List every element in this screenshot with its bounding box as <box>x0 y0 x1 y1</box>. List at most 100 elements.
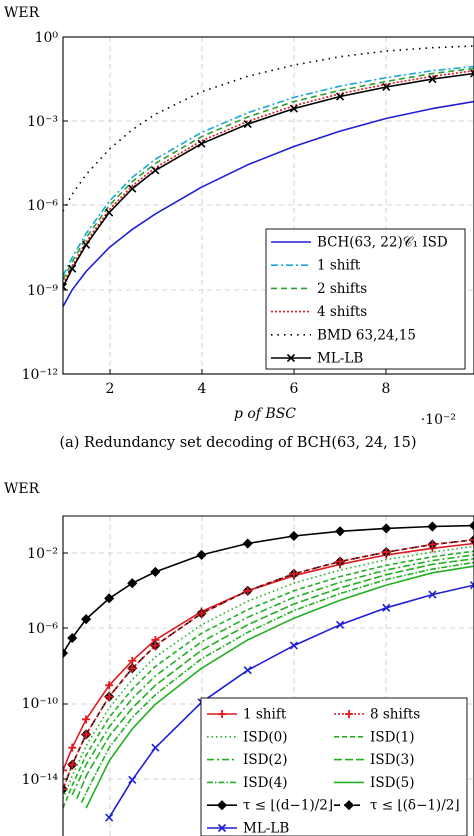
chart-b-legend-entry-8: ISD(4) <box>207 775 288 791</box>
chart-b-legend-entry-7: ISD(3) <box>334 752 415 768</box>
chart-b-legend-entry-5: ISD(1) <box>334 729 415 745</box>
chart-b-legend-label-6: ISD(2) <box>243 752 288 768</box>
chart-b-legend-entry-10: ML-LB <box>207 821 289 836</box>
chart-a-legend-label-2: 2 shifts <box>317 281 367 297</box>
chart-b-series-0-point-11 <box>427 521 438 532</box>
chart-b-series-3-point-7 <box>243 586 252 595</box>
chart-a-xlabel: p of BSC <box>234 406 296 422</box>
chart-b-series-3-point-6 <box>197 609 206 618</box>
chart-b-plot-frame <box>62 515 474 836</box>
chart-b-series-3-point-1 <box>68 760 77 769</box>
chart-b-series-0-point-9 <box>335 526 346 537</box>
chart-a-series-5-point-6 <box>197 139 206 148</box>
chart-b-series-3-point-9 <box>336 557 345 566</box>
chart-a-legend-entry-2: 2 shifts <box>271 281 367 297</box>
chart-b-series-0-line <box>63 524 474 654</box>
chart-a-series-0-line <box>63 100 474 307</box>
chart-b-series-0-point-4 <box>127 578 138 589</box>
chart-b-series-6-line <box>71 554 474 796</box>
chart-a-series-5-point-1 <box>68 264 77 273</box>
chart-b-legend-label-4: ISD(0) <box>243 729 288 745</box>
chart-b-series-10-point-1 <box>128 775 137 784</box>
chart-b-series-9-line <box>85 565 474 809</box>
chart-a-series-5-point-12 <box>469 69 474 78</box>
chart-b-legend-marker-3 <box>345 710 353 718</box>
chart-b-series-10-point-2 <box>151 743 160 752</box>
chart-b-series-0-point-12 <box>468 520 474 531</box>
chart-a-legend: BCH(63, 22)𝒞₁ ISD 1 shift 2 shifts 4 shifts… <box>265 228 466 370</box>
chart-a-series-5-point-10 <box>382 82 391 92</box>
chart-b-legend-label-10: ML-LB <box>243 821 289 836</box>
chart-b-legend-label-2: τ ≤ ⌊(δ−1)/2⌋ <box>370 798 460 814</box>
chart-a-legend-marker-5 <box>286 353 296 363</box>
chart-a-series-5-point-7 <box>243 119 252 129</box>
chart-b-legend: 1 shift 8 shifts ISD(0) ISD(1) ISD(2) ISD(3) I… <box>200 697 468 836</box>
chart-b-series-4-line <box>63 545 474 800</box>
chart-b-series-10-point-0 <box>105 813 114 822</box>
chart-b-series-1-point-0 <box>63 766 67 775</box>
chart-b-ytick-label-0: 10⁻² <box>27 546 58 562</box>
chart-a-legend-rows: BCH(63, 22)𝒞₁ ISD 1 shift 2 shifts 4 shifts… <box>271 235 448 367</box>
chart-a-ytick-label-4: 10⁻¹² <box>22 367 58 383</box>
chart-a-legend-entry-3: 4 shifts <box>271 304 367 320</box>
chart-b-series-0-point-8 <box>288 530 299 542</box>
chart-b-series-5 <box>63 550 474 809</box>
chart-a-series-0 <box>63 100 474 307</box>
chart-b-series-0-point-3 <box>104 593 115 604</box>
chart-a-legend-entry-5: ML-LB <box>271 351 363 367</box>
chart-a-series-5-point-2 <box>82 240 91 249</box>
chart-b-ytick-label-1: 10⁻⁶ <box>27 621 58 637</box>
chart-b-series-7 <box>76 557 474 800</box>
chart-b-series-0-point-2 <box>81 614 92 625</box>
chart-b-legend-entry-0: τ ≤ ⌊(d−1)/2⌋ <box>207 798 333 814</box>
chart-a-x-scale-note: ·10⁻² <box>421 412 456 428</box>
chart-b-series-3-point-4 <box>128 664 137 673</box>
chart-a-series-3-line <box>63 69 474 285</box>
chart-a-legend-label-1: 1 shift <box>317 258 361 274</box>
chart-b-series-0-point-0 <box>63 648 69 659</box>
chart-b-series-1-point-12 <box>470 539 474 548</box>
chart-b-series-7-line <box>76 557 474 800</box>
chart-a-series-1-line <box>63 65 474 277</box>
chart-b-legend-entry-1: 1 shift <box>207 707 287 723</box>
chart-b-legend-entry-2: τ ≤ ⌊(δ−1)/2⌋ <box>334 798 460 814</box>
chart-b-ytick-label-2: 10⁻¹⁰ <box>22 696 59 712</box>
chart-a-ytick-label-2: 10⁻⁶ <box>27 198 58 214</box>
chart-b-series-3-point-2 <box>82 730 91 739</box>
chart-b-series-3-point-10 <box>382 548 391 557</box>
chart-b-series-0-point-1 <box>67 632 78 644</box>
chart-b-legend-entry-4: ISD(0) <box>207 729 288 745</box>
chart-b-series-9 <box>85 565 474 809</box>
chart-b-series-6 <box>71 554 474 796</box>
chart-b-series-3-point-3 <box>105 692 114 701</box>
chart-a-xtick-label-1: 4 <box>198 381 207 397</box>
chart-a-xtick-label-0: 2 <box>106 381 115 397</box>
chart-b-series-0-point-7 <box>242 538 253 549</box>
chart-b-legend-marker-0 <box>216 800 228 811</box>
chart-b-series-10-line <box>108 584 474 819</box>
chart-b-legend-entry-6: ISD(2) <box>207 752 288 768</box>
chart-a-legend-entry-4: BMD 63,24,15 <box>271 327 416 343</box>
chart-b-ytick-label-3: 10⁻¹⁴ <box>22 772 59 788</box>
chart-b-legend-label-0: τ ≤ ⌊(d−1)/2⌋ <box>243 798 333 814</box>
chart-b-legend-entry-9: ISD(5) <box>334 775 415 791</box>
chart-a-series-1 <box>63 65 474 277</box>
chart-a-ytick-label-1: 10⁻³ <box>27 114 58 130</box>
chart-b-series-3-point-8 <box>289 569 298 578</box>
chart-b-series-10-point-9 <box>469 581 474 590</box>
chart-b-series-8 <box>80 561 474 803</box>
chart-b-series-0-point-5 <box>150 566 161 577</box>
chart-a-series-5-point-3 <box>105 208 114 217</box>
chart-b-legend-label-1: 1 shift <box>243 707 287 723</box>
chart-b-legend-marker-10 <box>217 823 227 833</box>
chart-b-series-10-point-6 <box>336 620 345 629</box>
chart-b-legend-box <box>200 697 468 836</box>
chart-b-series-4 <box>63 545 474 800</box>
chart-b-series-3-point-11 <box>428 540 437 549</box>
chart-b-legend-marker-1 <box>218 710 226 718</box>
chart-b-legend-rows: 1 shift 8 shifts ISD(0) ISD(1) ISD(2) ISD(3) I… <box>207 707 460 836</box>
chart-a-caption: (a) Redundancy set decoding of BCH(63, 2… <box>59 435 416 451</box>
chart-a-legend-entry-0: BCH(63, 22)𝒞₁ ISD <box>271 235 448 251</box>
chart-b-series-0 <box>63 520 474 659</box>
